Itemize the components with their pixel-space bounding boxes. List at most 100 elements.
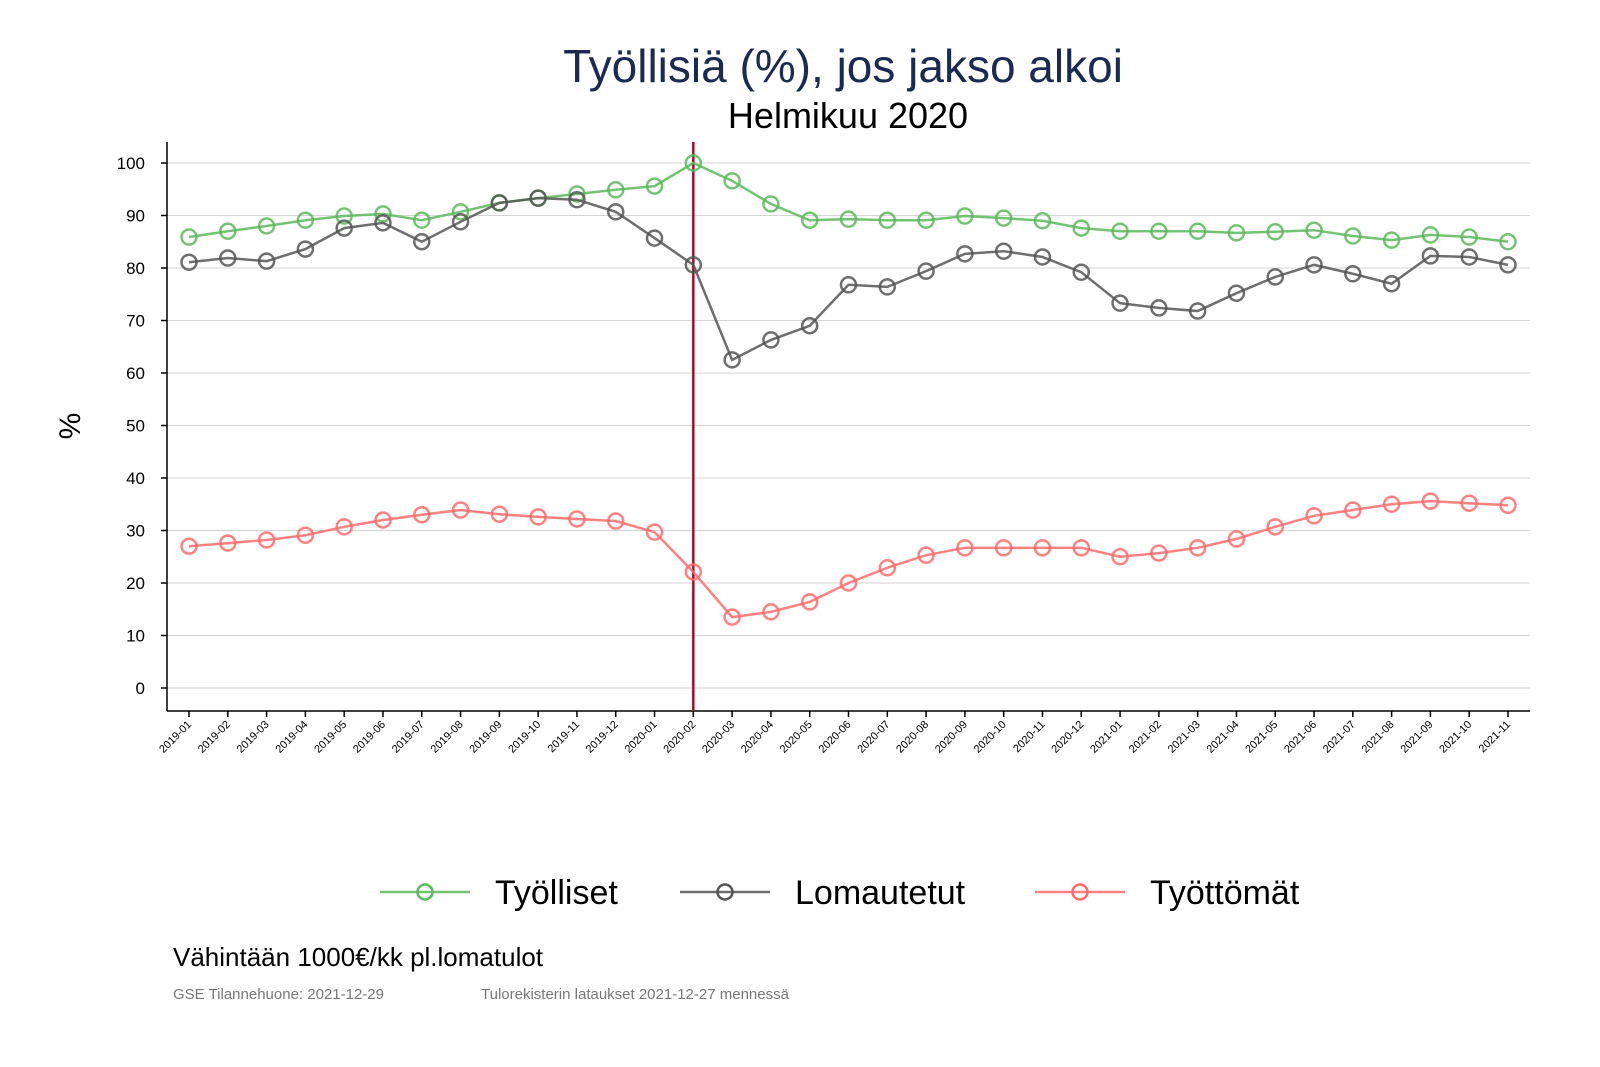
chart-subtitle: Helmikuu 2020: [728, 95, 968, 136]
x-tick-label: 2021-05: [1243, 719, 1280, 756]
data-point: [1305, 256, 1323, 274]
x-tick-label: 2021-01: [1088, 719, 1125, 756]
data-point: [490, 505, 509, 523]
data-point: [1033, 212, 1052, 230]
gridlines: [167, 162, 1530, 689]
series-lomautetut: [180, 189, 1517, 369]
chart-note: Vähintään 1000€/kk pl.lomatulot: [173, 942, 544, 972]
x-tick-label: 2019-07: [390, 719, 427, 756]
x-tick-label: 2021-02: [1127, 719, 1164, 756]
data-point: [451, 203, 470, 221]
data-point: [839, 574, 858, 592]
x-tick-label: 2019-08: [429, 719, 466, 756]
data-point: [1421, 492, 1440, 510]
x-tick-label: 2019-05: [312, 719, 349, 756]
data-point: [723, 172, 741, 190]
x-tick-label: 2020-11: [1011, 719, 1047, 755]
data-point: [1150, 222, 1168, 240]
x-tick-label: 2019-10: [506, 719, 543, 756]
data-point: [490, 194, 509, 212]
legend-label: Työttömät: [1150, 874, 1300, 912]
data-point: [994, 539, 1013, 557]
y-tick-label: 10: [126, 627, 145, 646]
data-point: [1188, 539, 1207, 557]
x-tick-label: 2019-02: [196, 719, 233, 756]
data-point: [1382, 495, 1401, 513]
data-point: [917, 262, 935, 280]
data-point: [1344, 227, 1362, 245]
x-tick-label: 2020-03: [700, 719, 737, 756]
data-point: [800, 593, 819, 611]
data-point: [1072, 263, 1091, 281]
data-point: [1150, 544, 1168, 562]
data-point: [878, 559, 897, 577]
data-point: [529, 508, 547, 526]
x-tick-label: 2021-03: [1166, 719, 1203, 756]
data-point: [1266, 518, 1284, 536]
data-point: [1072, 539, 1091, 557]
data-point: [956, 539, 974, 557]
data-point: [335, 518, 353, 536]
data-point: [413, 506, 431, 524]
x-tick-label: 2019-04: [273, 719, 310, 756]
data-point: [451, 213, 470, 231]
x-tick-label: 2019-01: [157, 719, 194, 756]
data-point: [606, 181, 625, 199]
data-point: [1382, 231, 1401, 249]
data-point: [723, 608, 741, 626]
data-point: [956, 207, 974, 225]
data-point: [180, 228, 198, 246]
data-point: [1499, 496, 1517, 515]
data-point: [257, 217, 276, 235]
data-point: [335, 207, 353, 225]
data-point: [1266, 268, 1284, 286]
data-point: [257, 531, 276, 549]
data-point: [994, 242, 1013, 260]
data-point: [684, 563, 703, 581]
x-tick-label: 2020-06: [817, 719, 854, 756]
data-point: [1499, 233, 1517, 251]
x-tick-label: 2019-11: [546, 719, 582, 755]
data-point: [1344, 265, 1362, 283]
data-point: [800, 317, 819, 335]
data-point: [1111, 294, 1129, 312]
y-tick-label: 20: [126, 574, 145, 593]
data-point: [645, 177, 664, 195]
data-point: [800, 211, 819, 229]
legend-marker: [416, 883, 434, 901]
data-point: [878, 278, 897, 296]
y-tick-label: 0: [136, 679, 145, 698]
data-point: [684, 154, 703, 172]
x-tick-label: 2020-08: [894, 719, 931, 756]
x-tick-label: 2020-07: [855, 719, 892, 756]
x-tick-label: 2021-06: [1282, 719, 1319, 756]
data-point: [1421, 226, 1440, 244]
x-tick-label: 2020-09: [933, 719, 970, 756]
legend-item: Työlliset: [380, 874, 618, 912]
data-point: [374, 511, 392, 529]
data-point: [1499, 256, 1517, 274]
data-point: [1460, 248, 1478, 266]
data-point: [1227, 530, 1246, 548]
data-point: [1266, 223, 1284, 241]
legend-label: Lomautetut: [795, 874, 966, 912]
data-point: [1033, 248, 1052, 266]
series-line: [188, 161, 1509, 243]
data-point: [219, 249, 237, 267]
legend-marker: [716, 883, 734, 901]
series-line: [188, 196, 1509, 362]
data-point: [374, 205, 392, 223]
source-left: GSE Tilannehuone: 2021-12-29: [173, 986, 384, 1003]
legend-item: Lomautetut: [680, 874, 966, 912]
y-tick-label: 70: [126, 312, 145, 331]
data-point: [1382, 275, 1401, 293]
data-point: [839, 210, 858, 228]
x-tick-label: 2020-05: [778, 719, 815, 756]
data-point: [606, 203, 625, 221]
y-tick-label: 50: [126, 417, 145, 436]
data-point: [1227, 284, 1246, 302]
y-tick-label: 40: [126, 469, 145, 488]
series-group: [180, 154, 1517, 626]
x-tick-label: 2020-01: [623, 719, 660, 756]
